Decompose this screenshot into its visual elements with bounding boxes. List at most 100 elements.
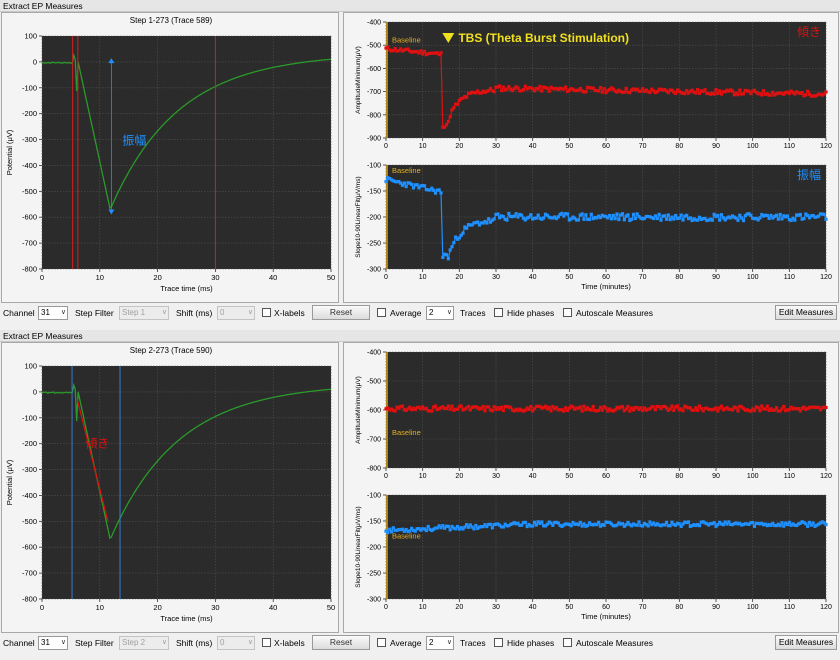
data-point [545, 86, 549, 90]
reset-button[interactable]: Reset [312, 635, 370, 650]
data-point [593, 522, 597, 526]
data-point [694, 406, 698, 410]
data-point [620, 522, 625, 526]
data-point [521, 87, 526, 92]
data-point [549, 409, 553, 413]
data-point [670, 404, 674, 408]
step-filter-select[interactable]: Step 2 ∨ [119, 636, 169, 650]
data-point [699, 406, 703, 411]
data-point [391, 526, 395, 530]
data-point [787, 217, 791, 222]
data-point [729, 216, 733, 220]
hide-phases-checkbox[interactable] [494, 638, 503, 647]
data-point [384, 407, 388, 411]
y-tick-label: -100 [367, 163, 381, 170]
data-point [474, 221, 478, 225]
edit-measures-button[interactable]: Edit Measures [775, 305, 837, 320]
autoscale-checkbox[interactable] [563, 308, 572, 317]
data-point [527, 407, 531, 412]
data-point [540, 520, 544, 524]
data-point [769, 213, 773, 218]
data-point [806, 89, 810, 93]
data-point [762, 523, 766, 527]
y-tick-label: -100 [367, 493, 381, 500]
data-point [538, 216, 542, 220]
data-point [509, 87, 513, 91]
data-point [564, 406, 568, 410]
autoscale-checkbox[interactable] [563, 638, 572, 647]
data-point [652, 405, 656, 409]
data-point [411, 50, 416, 54]
data-point [565, 522, 570, 526]
channel-select[interactable]: 31 ∨ [38, 306, 68, 320]
y-axis-label: Slope10-90LinearFit(μV/ms) [355, 506, 362, 587]
data-point [652, 89, 656, 93]
shift-select[interactable]: 0 ∨ [217, 306, 255, 320]
data-point [710, 522, 714, 526]
data-point [718, 89, 722, 93]
data-point [793, 92, 797, 96]
data-point [459, 233, 463, 237]
data-point [749, 92, 753, 96]
traces-label: Traces [460, 308, 486, 318]
data-point [406, 407, 410, 411]
x-tick-label: 0 [384, 473, 388, 480]
data-point [536, 404, 540, 408]
xlabels-checkbox[interactable] [262, 308, 271, 317]
data-point [807, 92, 812, 96]
data-point [510, 89, 515, 93]
data-point [521, 216, 526, 220]
data-point [800, 217, 804, 221]
data-point [527, 215, 531, 219]
data-point [820, 212, 824, 216]
y-axis-label: Potential (μV) [5, 459, 14, 505]
x-tick-label: 20 [153, 273, 161, 282]
average-checkbox[interactable] [377, 638, 386, 647]
data-point [807, 520, 812, 525]
data-point [479, 91, 483, 95]
data-point [534, 404, 538, 409]
data-point [721, 408, 725, 412]
data-point [663, 523, 667, 527]
data-point [730, 89, 735, 93]
data-point [598, 215, 603, 220]
data-point [525, 216, 529, 220]
data-point [477, 91, 482, 95]
data-point [444, 253, 449, 257]
average-checkbox[interactable] [377, 308, 386, 317]
data-point [652, 521, 656, 525]
data-point [490, 218, 494, 222]
data-point [595, 89, 599, 93]
x-tick-label: 90 [712, 473, 720, 480]
data-point [723, 90, 727, 94]
x-tick-label: 70 [639, 473, 647, 480]
data-point [767, 93, 771, 97]
data-point [400, 49, 405, 53]
data-point [815, 405, 819, 409]
data-point [461, 96, 465, 100]
shift-select[interactable]: 0 ∨ [217, 636, 255, 650]
data-point [681, 218, 685, 222]
average-select[interactable]: 2 ∨ [426, 636, 454, 650]
step-filter-select[interactable]: Step 1 ∨ [119, 306, 169, 320]
x-tick-label: 70 [639, 143, 647, 150]
data-point [553, 407, 557, 411]
channel-select[interactable]: 31 ∨ [38, 636, 68, 650]
hide-phases-checkbox[interactable] [494, 308, 503, 317]
edit-measures-button[interactable]: Edit Measures [775, 635, 837, 650]
data-point [747, 522, 751, 526]
data-point [538, 521, 542, 526]
data-point [587, 407, 592, 412]
measures-panel: -400 -500 -600 -700 -800 0 10 20 30 40 50 60 70 80 90 1… [343, 342, 839, 633]
data-point [657, 212, 661, 217]
data-point [679, 213, 683, 217]
data-point [417, 186, 421, 190]
average-select[interactable]: 2 ∨ [426, 306, 454, 320]
xlabels-checkbox[interactable] [262, 638, 271, 647]
data-point [754, 90, 758, 95]
data-point [644, 408, 648, 412]
data-point [648, 520, 652, 524]
data-point [388, 177, 392, 181]
data-point [589, 522, 593, 527]
reset-button[interactable]: Reset [312, 305, 370, 320]
